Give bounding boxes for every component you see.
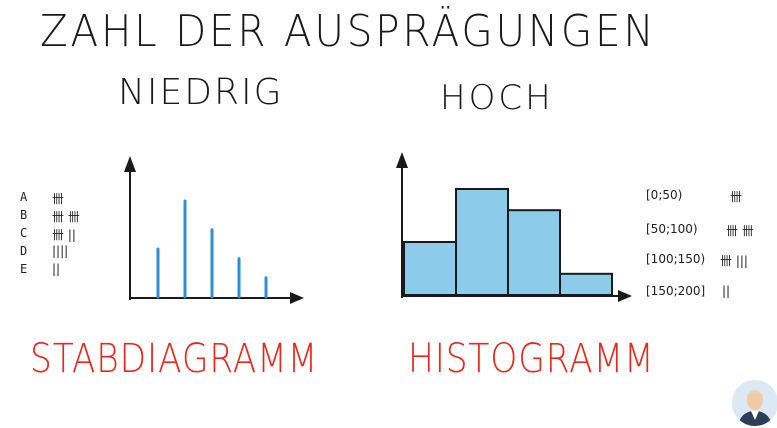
presenter-avatar-icon bbox=[732, 380, 777, 426]
histogram-bar-0 bbox=[403, 241, 457, 296]
x-axis-arrow-icon bbox=[290, 292, 304, 304]
bar-chart-name: STABDIAGRAMM bbox=[30, 336, 319, 382]
label-low-count: NIEDRIG bbox=[118, 72, 284, 113]
avatar bbox=[732, 380, 777, 426]
y-axis-arrow-icon bbox=[124, 156, 136, 172]
y-axis-arrow-icon bbox=[396, 152, 408, 168]
tally-mark: 卌 bbox=[52, 192, 65, 206]
tally-mark: 卌 ||| bbox=[720, 254, 748, 268]
page-title: ZAHL DER AUSPRÄGUNGEN bbox=[40, 6, 657, 57]
tally-mark: || bbox=[722, 284, 731, 298]
bin-interval: [50;100) bbox=[646, 222, 698, 236]
tally-mark: 卌 卌 bbox=[726, 224, 754, 238]
bin-interval: [100;150) bbox=[646, 252, 706, 266]
tally-mark: 卌 || bbox=[52, 228, 76, 242]
x-axis-arrow-icon bbox=[618, 290, 632, 302]
tally-mark: || bbox=[52, 262, 61, 276]
histogram-bar-2 bbox=[507, 209, 561, 296]
category-label: A bbox=[20, 190, 28, 204]
histogram-bar-3 bbox=[559, 272, 613, 296]
category-label: D bbox=[20, 244, 28, 258]
bin-interval: [0;50) bbox=[646, 188, 683, 202]
histogram-chart bbox=[396, 152, 632, 302]
category-label: C bbox=[20, 226, 28, 240]
bin-interval: [150;200] bbox=[646, 284, 706, 298]
stick-chart bbox=[124, 156, 304, 304]
histogram-name: HISTOGRAMM bbox=[408, 336, 655, 382]
label-high-count: HOCH bbox=[440, 78, 554, 118]
category-label: E bbox=[20, 262, 28, 276]
tally-mark: |||| bbox=[52, 244, 69, 258]
histogram-bar-1 bbox=[455, 188, 509, 296]
tally-mark: 卌 卌 bbox=[52, 210, 80, 224]
tally-mark: 卌 bbox=[730, 190, 743, 204]
category-label: B bbox=[20, 208, 28, 222]
